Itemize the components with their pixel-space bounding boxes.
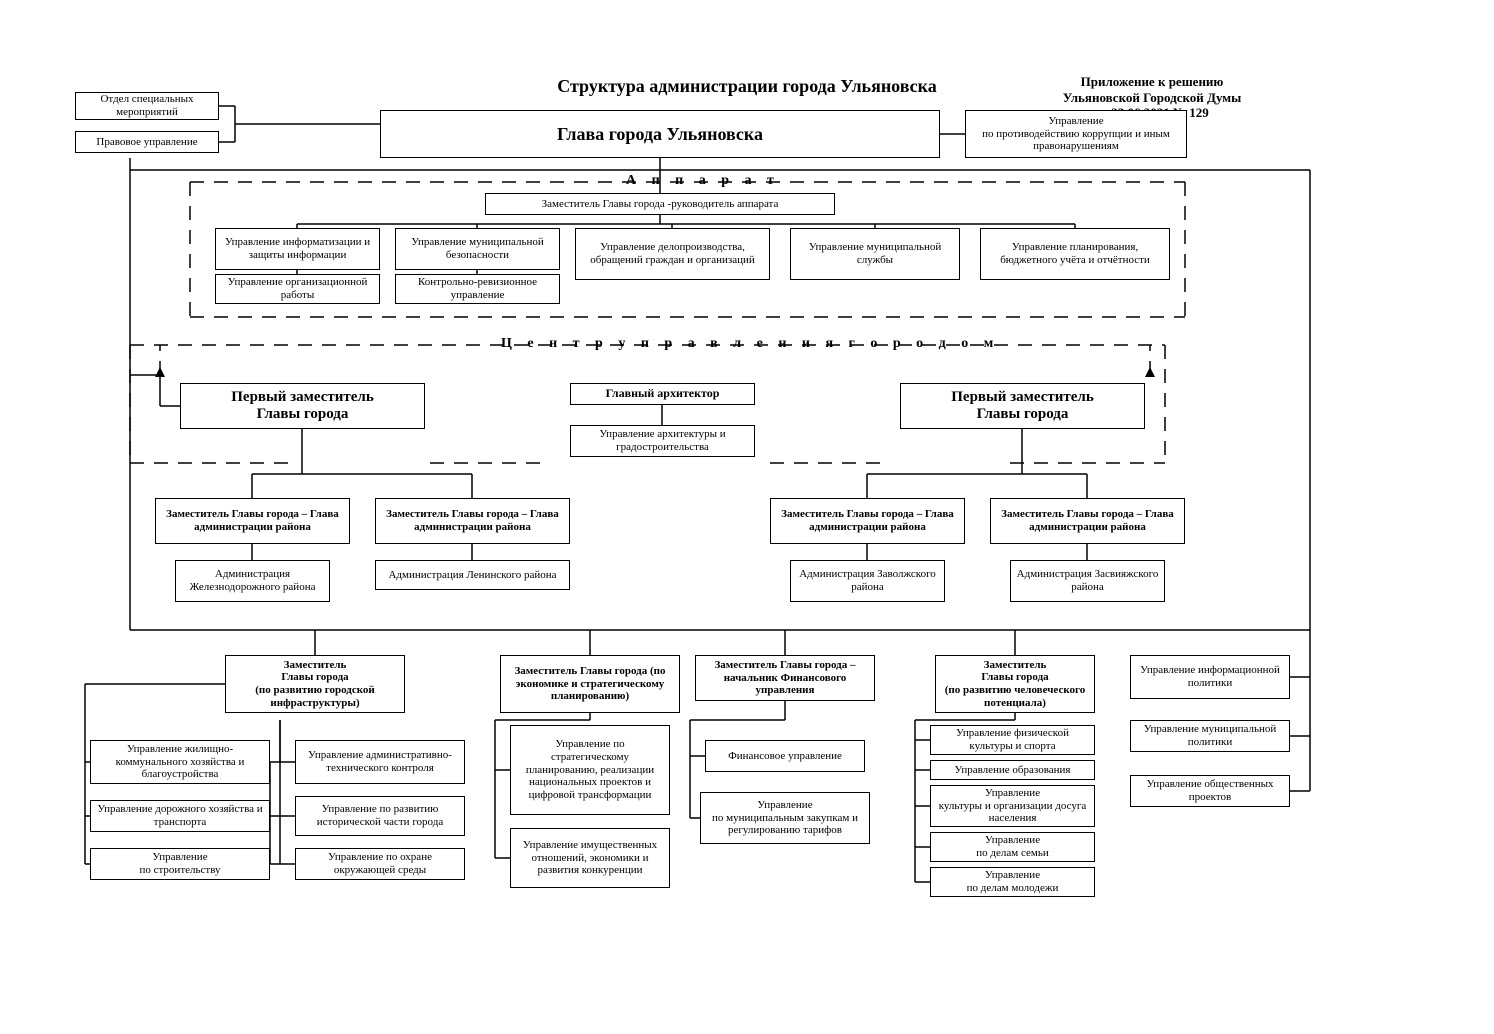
appendix-l2: Ульяновской Городской Думы — [1022, 90, 1282, 106]
node-adm2: Администрация Ленинского района — [375, 560, 570, 590]
node-app-1a: Управление информатизации и защиты инфор… — [215, 228, 380, 270]
node-u4b: Управление образования — [930, 760, 1095, 780]
node-arch2: Управление архитектуры и градостроительс… — [570, 425, 755, 457]
node-z4: ЗаместительГлавы города(по развитию чело… — [935, 655, 1095, 713]
node-u3a: Финансовое управление — [705, 740, 865, 772]
node-app-5: Управление планирования, бюджетного учёт… — [980, 228, 1170, 280]
node-d1c: Заместитель Главы города – Глава админис… — [770, 498, 965, 544]
node-u4c: Управлениекультуры и организации досуга … — [930, 785, 1095, 827]
node-arch1: Главный архитектор — [570, 383, 755, 405]
node-z1: ЗаместительГлавы города(по развитию горо… — [225, 655, 405, 713]
node-u1d: Управление административно-технического … — [295, 740, 465, 784]
node-d1a: Заместитель Главы города – Глава админис… — [155, 498, 350, 544]
node-app-2a: Управление муниципальной безопасности — [395, 228, 560, 270]
node-spec: Отдел специальных мероприятий — [75, 92, 219, 120]
node-adm1: Администрация Железнодорожного района — [175, 560, 330, 602]
node-app-3: Управление делопроизводства, обращений г… — [575, 228, 770, 280]
node-d1b: Заместитель Главы города – Глава админис… — [375, 498, 570, 544]
node-dep1: Первый заместительГлавы города — [180, 383, 425, 429]
node-d1d: Заместитель Главы города – Глава админис… — [990, 498, 1185, 544]
node-app-4: Управление муниципальной службы — [790, 228, 960, 280]
node-z2: Заместитель Главы города (по экономике и… — [500, 655, 680, 713]
node-app-head: Заместитель Главы города -руководитель а… — [485, 193, 835, 215]
node-r3: Управление общественных проектов — [1130, 775, 1290, 807]
node-u2b: Управление имущественных отношений, экон… — [510, 828, 670, 888]
appendix-l1: Приложение к решению — [1022, 74, 1282, 90]
section-apparat: А п п а р а т — [620, 173, 786, 189]
section-center: Ц е н т р у п р а в л е н и я г о р о д … — [495, 336, 1005, 352]
node-z3: Заместитель Главы города – начальник Фин… — [695, 655, 875, 701]
org-chart-canvas: Структура администрации города Ульяновск… — [0, 0, 1494, 1034]
node-u2a: Управление по стратегическому планирован… — [510, 725, 670, 815]
node-r1: Управление информационной политики — [1130, 655, 1290, 699]
node-u4d: Управлениепо делам семьи — [930, 832, 1095, 862]
node-head: Глава города Ульяновска — [380, 110, 940, 158]
node-app-2b: Контрольно-ревизионное управление — [395, 274, 560, 304]
node-u1c: Управлениепо строительству — [90, 848, 270, 880]
node-app-1b: Управление организационной работы — [215, 274, 380, 304]
node-u1b: Управление дорожного хозяйства и транспо… — [90, 800, 270, 832]
node-r2: Управление муниципальной политики — [1130, 720, 1290, 752]
node-anticorr: Управлениепо противодействию коррупции и… — [965, 110, 1187, 158]
node-u3b: Управлениепо муниципальным закупкам и ре… — [700, 792, 870, 844]
node-u1e: Управление по развитию исторической част… — [295, 796, 465, 836]
node-adm3: Администрация Заволжского района — [790, 560, 945, 602]
node-adm4: Администрация Засвияжского района — [1010, 560, 1165, 602]
node-u1a: Управление жилищно-коммунального хозяйст… — [90, 740, 270, 784]
node-dep2: Первый заместительГлавы города — [900, 383, 1145, 429]
node-u1f: Управление по охране окружающей среды — [295, 848, 465, 880]
node-u4e: Управлениепо делам молодежи — [930, 867, 1095, 897]
node-u4a: Управление физической культуры и спорта — [930, 725, 1095, 755]
node-legal: Правовое управление — [75, 131, 219, 153]
